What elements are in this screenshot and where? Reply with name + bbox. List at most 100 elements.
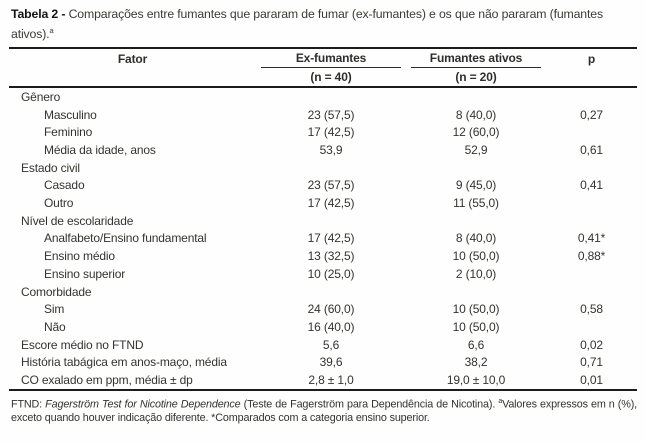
factor-cell: Ensino superior xyxy=(44,266,126,281)
fumantes-ativos-cell: 52,9 xyxy=(464,143,488,157)
ex-fumantes-cell xyxy=(256,87,406,106)
p-value-cell: 0,41* xyxy=(577,231,606,246)
ex-fumantes-cell: 23 (57,5) xyxy=(307,178,355,193)
ex-fumantes-cell: 17 (42,5) xyxy=(307,231,355,246)
header-row-n: (n = 40) (n = 20) xyxy=(9,68,637,87)
header-row-groups: Fator Ex-fumantes Fumantes ativos p xyxy=(9,48,637,69)
table-row: Estado civil xyxy=(9,159,637,177)
fumantes-ativos-cell: 8 (40,0) xyxy=(455,107,497,122)
table-caption-label: Tabela 2 - xyxy=(11,7,66,21)
footnote-segment: Valores expressos em n (%), exceto quand… xyxy=(11,398,637,424)
factor-cell: Feminino xyxy=(44,125,93,140)
header-p: p xyxy=(587,52,596,67)
table-row: Média da idade, anos 53,9 52,9 0,61 xyxy=(9,141,637,159)
table-row: Feminino 17 (42,5) 12 (60,0) xyxy=(9,123,637,141)
factor-cell: CO exalado em ppm, média ± dp xyxy=(21,372,193,387)
p-value-cell: 0,02 xyxy=(580,337,603,352)
p-value-cell: 0,88* xyxy=(577,249,606,264)
fumantes-ativos-cell: 19,0 ± 10,0 xyxy=(446,372,506,387)
factor-cell: Gênero xyxy=(21,89,61,104)
p-value-cell xyxy=(546,212,637,230)
table-row: CO exalado em ppm, média ± dp 2,8 ± 1,0 19… xyxy=(9,371,637,390)
fumantes-ativos-cell: 9 (45,0) xyxy=(455,178,497,193)
p-value-cell: 0,01 xyxy=(580,372,603,387)
fumantes-ativos-cell: 10 (50,0) xyxy=(452,302,500,317)
ex-fumantes-cell: 13 (32,5) xyxy=(307,249,355,264)
factor-cell: Escore médio no FTND xyxy=(21,337,144,352)
ex-fumantes-cell xyxy=(256,159,406,177)
header-fumantes-ativos-label: Fumantes ativos xyxy=(411,49,541,69)
fumantes-ativos-cell: 12 (60,0) xyxy=(452,125,500,140)
ex-fumantes-cell: 2,8 ± 1,0 xyxy=(308,372,354,387)
table-row: Masculino 23 (57,5) 8 (40,0) 0,27 xyxy=(9,106,637,124)
fumantes-ativos-cell xyxy=(406,212,546,230)
header-ex-fumantes-label: Ex-fumantes xyxy=(261,49,401,69)
ex-fumantes-cell xyxy=(256,283,406,301)
p-value-cell xyxy=(546,159,637,177)
fumantes-ativos-cell: 8 (40,0) xyxy=(455,231,497,246)
fumantes-ativos-cell: 10 (50,0) xyxy=(452,249,500,264)
p-value-cell: 0,61 xyxy=(580,143,603,157)
factor-cell: Casado xyxy=(44,178,85,193)
p-value-cell xyxy=(546,194,637,212)
p-value-cell xyxy=(546,87,637,106)
factor-cell: Outro xyxy=(44,196,74,211)
p-value-cell xyxy=(546,123,637,141)
factor-cell: Nível de escolaridade xyxy=(21,213,134,228)
table-caption: Tabela 2 - Comparações entre fumantes qu… xyxy=(11,6,637,42)
header-fumantes-ativos: Fumantes ativos xyxy=(406,48,546,69)
factor-cell: Estado civil xyxy=(21,160,80,175)
table-header: Fator Ex-fumantes Fumantes ativos p (n =… xyxy=(9,48,637,88)
p-value-cell: 0,71 xyxy=(580,355,603,370)
fumantes-ativos-cell: 2 (10,0) xyxy=(455,266,497,281)
footnote: FTND: Fagerström Test for Nicotine Depen… xyxy=(11,395,637,426)
table-row: Escore médio no FTND 5,6 6,6 0,02 xyxy=(9,336,637,354)
header-factor: Fator xyxy=(117,52,148,67)
table-row: Casado 23 (57,5) 9 (45,0) 0,41 xyxy=(9,177,637,195)
table-row: Sim 24 (60,0) 10 (50,0) 0,58 xyxy=(9,300,637,318)
p-value-cell xyxy=(546,318,637,336)
ex-fumantes-cell: 17 (42,5) xyxy=(307,125,355,140)
factor-cell: História tabágica em anos-maço, média xyxy=(21,355,227,370)
table-row: Não 16 (40,0) 10 (50,0) xyxy=(9,318,637,336)
ex-fumantes-cell xyxy=(256,212,406,230)
factor-cell: Sim xyxy=(44,302,65,317)
p-value-cell xyxy=(546,265,637,283)
table-row: Analfabeto/Ensino fundamental 17 (42,5) 8 … xyxy=(9,230,637,248)
table-row: História tabágica em anos-maço, média 39,… xyxy=(9,353,637,371)
header-ex-fumantes-n: (n = 40) xyxy=(310,70,352,85)
table-row: Ensino superior 10 (25,0) 2 (10,0) xyxy=(9,265,637,283)
fumantes-ativos-cell: 6,6 xyxy=(467,337,485,352)
p-value-cell: 0,27 xyxy=(580,107,603,122)
table-row: Outro 17 (42,5) 11 (55,0) xyxy=(9,194,637,212)
factor-cell: Analfabeto/Ensino fundamental xyxy=(44,231,207,246)
ex-fumantes-cell: 24 (60,0) xyxy=(307,302,355,317)
fumantes-ativos-cell xyxy=(406,283,546,301)
ex-fumantes-cell: 16 (40,0) xyxy=(307,319,355,334)
factor-cell: Comorbidade xyxy=(21,284,92,299)
table-row: Gênero xyxy=(9,87,637,106)
footnote-segment: FTND: xyxy=(11,398,46,411)
table-row: Comorbidade xyxy=(9,283,637,301)
ex-fumantes-cell: 23 (57,5) xyxy=(307,107,355,122)
fumantes-ativos-cell xyxy=(406,159,546,177)
p-value-cell xyxy=(546,283,637,301)
table-caption-text: Comparações entre fumantes que pararam d… xyxy=(11,7,603,41)
table-row: Ensino médio 13 (32,5) 10 (50,0) 0,88* xyxy=(9,247,637,265)
header-ex-fumantes: Ex-fumantes xyxy=(256,48,406,69)
ex-fumantes-cell: 53,9 xyxy=(319,143,343,157)
fumantes-ativos-cell xyxy=(406,87,546,106)
header-fumantes-ativos-n: (n = 20) xyxy=(455,70,497,85)
footnote-segment: Fagerström Test for Nicotine Dependence xyxy=(45,398,241,411)
factor-cell: Masculino xyxy=(44,107,97,122)
factor-cell: Ensino médio xyxy=(44,249,115,264)
fumantes-ativos-cell: 11 (55,0) xyxy=(453,196,499,211)
fumantes-ativos-cell: 38,2 xyxy=(464,355,488,370)
table-body: Gênero Masculino 23 (57,5) 8 (40,0) 0,27 Femi… xyxy=(9,87,637,390)
ex-fumantes-cell: 10 (25,0) xyxy=(307,266,355,281)
table-row: Nível de escolaridade xyxy=(9,212,637,230)
ex-fumantes-cell: 5,6 xyxy=(322,337,340,352)
factor-cell: Média da idade, anos xyxy=(44,143,156,157)
p-value-cell: 0,41 xyxy=(580,178,603,193)
